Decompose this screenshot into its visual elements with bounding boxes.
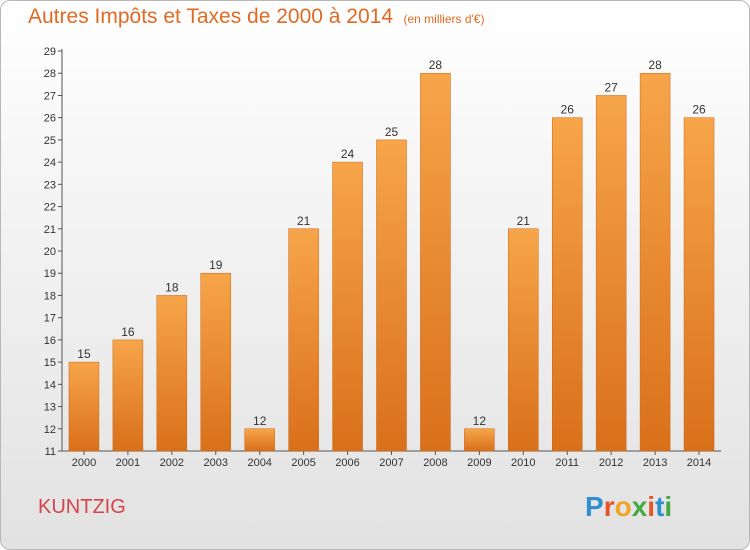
x-tick-label: 2006 — [335, 457, 359, 469]
y-tick-label: 15 — [44, 357, 56, 369]
y-tick-label: 21 — [44, 224, 56, 236]
title-row: Autres Impôts et Taxes de 2000 à 2014 (e… — [28, 5, 484, 29]
y-tick-label: 26 — [44, 113, 56, 125]
y-tick-label: 29 — [44, 46, 56, 58]
bars-layer — [68, 72, 715, 452]
labels-layer: 15 2000 16 2001 18 2002 19 2003 12 2004 21 2005 24 20… — [72, 58, 712, 469]
bar — [508, 228, 539, 452]
y-tick-label: 12 — [44, 424, 56, 436]
logo-letter: i — [647, 491, 656, 522]
y-tick-label: 18 — [44, 290, 56, 302]
x-tick-label: 2002 — [160, 457, 184, 469]
bar — [595, 95, 627, 452]
x-tick-label: 2008 — [423, 457, 447, 469]
y-tick-label: 25 — [44, 135, 56, 147]
data-label: 12 — [473, 414, 487, 428]
bar — [244, 428, 275, 452]
x-tick-label: 2004 — [247, 457, 271, 469]
proxiti-logo: Proxiti — [585, 491, 672, 523]
y-tick-label: 22 — [44, 202, 56, 214]
bar — [288, 228, 319, 452]
chart-title: Autres Impôts et Taxes de 2000 à 2014 — [28, 5, 394, 28]
y-tick-label: 16 — [44, 335, 56, 347]
bar — [332, 161, 363, 452]
x-tick-label: 2005 — [291, 457, 315, 469]
bar — [68, 361, 100, 452]
bar — [420, 72, 451, 452]
data-label: 25 — [385, 125, 399, 139]
data-label: 26 — [692, 103, 706, 117]
commune-name: KUNTZIG — [38, 496, 126, 518]
data-label: 18 — [165, 280, 179, 294]
data-label: 28 — [429, 58, 443, 72]
y-tick-label: 19 — [44, 268, 56, 280]
x-tick-label: 2009 — [467, 457, 491, 469]
logo-letter: o — [614, 491, 632, 522]
data-label: 21 — [297, 214, 311, 228]
bar — [376, 139, 407, 452]
x-tick-label: 2003 — [204, 457, 228, 469]
x-tick-label: 2011 — [555, 457, 579, 469]
data-label: 28 — [648, 58, 662, 72]
x-tick-label: 2007 — [379, 457, 403, 469]
bar — [112, 339, 144, 452]
x-tick-label: 2001 — [116, 457, 140, 469]
y-tick-label: 20 — [44, 246, 56, 258]
y-tick-label: 17 — [44, 313, 56, 325]
x-tick-label: 2013 — [643, 457, 667, 469]
y-tick-label: 27 — [44, 90, 56, 102]
x-tick-label: 2010 — [511, 457, 535, 469]
logo-letter: r — [603, 491, 615, 522]
chart-subtitle: (en milliers d'€) — [403, 12, 485, 26]
logo-letter: P — [585, 491, 604, 522]
data-label: 12 — [253, 414, 267, 428]
bar — [551, 117, 583, 452]
x-tick-label: 2012 — [599, 457, 623, 469]
logo-letter: t — [655, 491, 665, 522]
y-tick-label: 28 — [44, 68, 56, 80]
data-label: 15 — [77, 347, 91, 361]
x-tick-label: 2000 — [72, 457, 96, 469]
data-label: 27 — [604, 80, 618, 94]
data-label: 19 — [209, 258, 223, 272]
data-label: 24 — [341, 147, 355, 161]
logo-letter: i — [664, 491, 673, 522]
data-label: 26 — [561, 103, 575, 117]
bar — [464, 428, 495, 452]
x-tick-label: 2014 — [687, 457, 711, 469]
y-tick-label: 11 — [45, 446, 56, 458]
y-tick-label: 23 — [44, 179, 56, 191]
logo-letter: x — [631, 491, 648, 522]
bar — [200, 272, 232, 452]
y-tick-label: 14 — [44, 379, 56, 391]
bar — [156, 295, 188, 452]
y-tick-label: 13 — [44, 402, 56, 414]
bar — [683, 117, 715, 452]
data-label: 21 — [517, 214, 531, 228]
y-tick-label: 24 — [44, 157, 56, 169]
data-label: 16 — [121, 325, 135, 339]
bar — [639, 72, 671, 452]
